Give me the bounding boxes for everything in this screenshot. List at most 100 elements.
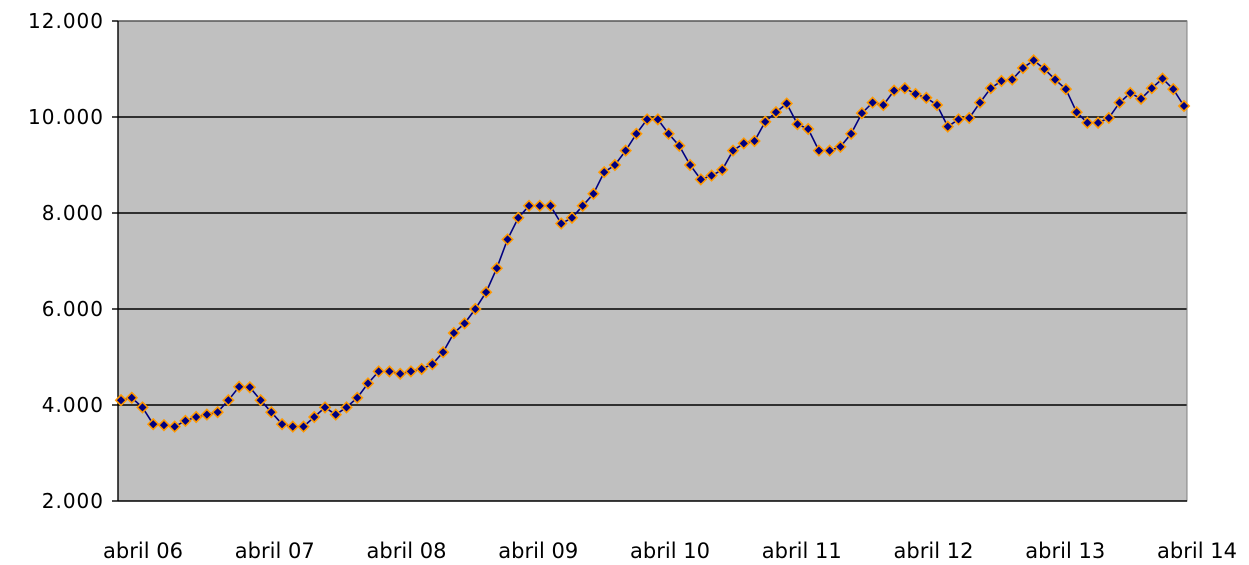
data-point (340, 401, 353, 414)
data-point (748, 134, 761, 148)
data-point (179, 414, 192, 428)
data-point (995, 74, 1008, 88)
data-point (200, 408, 214, 421)
data-point (372, 365, 386, 378)
x-tick-label: abril 12 (894, 539, 974, 563)
data-point (1156, 72, 1169, 85)
data-point (1091, 116, 1105, 130)
data-point (597, 165, 611, 179)
data-point (479, 285, 493, 299)
data-point (404, 365, 418, 378)
data-point (415, 362, 428, 376)
data-point (1102, 111, 1116, 125)
data-point (1070, 105, 1083, 119)
data-point (1177, 99, 1191, 113)
data-point (1134, 92, 1148, 106)
y-tick-label: 12.000 (28, 9, 104, 33)
data-point (812, 144, 826, 157)
data-point (941, 120, 955, 133)
data-point (1016, 61, 1030, 75)
y-tick-label: 6.000 (42, 297, 104, 321)
data-point (275, 417, 289, 431)
data-point (952, 113, 965, 126)
data-point (211, 405, 224, 419)
data-point (909, 87, 922, 101)
data-point (844, 127, 858, 141)
data-point (189, 410, 203, 424)
data-point (694, 173, 708, 186)
data-point (866, 96, 879, 109)
series-group (114, 54, 1191, 433)
data-point (640, 113, 654, 126)
data-point (393, 367, 407, 381)
data-point (737, 137, 751, 150)
data-point (673, 139, 686, 153)
data-point (383, 365, 396, 378)
x-tick-label: abril 06 (103, 539, 183, 563)
data-point (834, 140, 847, 154)
data-point (758, 115, 772, 129)
data-point (887, 84, 901, 97)
data-point (1005, 73, 1019, 86)
data-point (898, 81, 912, 95)
data-point (726, 144, 740, 157)
data-point (1038, 62, 1051, 76)
x-tick-label: abril 07 (235, 539, 315, 563)
x-tick-label: abril 08 (367, 539, 447, 563)
data-point (114, 393, 128, 407)
data-point (855, 106, 869, 120)
data-point (222, 393, 235, 407)
data-point (608, 158, 622, 172)
data-point (544, 199, 557, 213)
data-point (780, 97, 794, 110)
data-point (1027, 54, 1041, 67)
x-tick-label: abril 10 (630, 539, 710, 563)
data-point (1048, 73, 1062, 86)
data-point (715, 163, 729, 177)
data-point (243, 380, 257, 394)
data-point (1081, 116, 1094, 130)
data-point (264, 405, 278, 419)
data-point (683, 158, 697, 172)
data-point (501, 233, 514, 246)
data-point (469, 302, 482, 316)
data-point (232, 380, 246, 394)
data-point (769, 105, 783, 119)
data-point (705, 169, 718, 182)
data-point (930, 98, 944, 112)
data-point (984, 81, 998, 95)
data-point (651, 113, 665, 126)
data-point (576, 199, 590, 213)
data-point (877, 98, 890, 112)
data-point (533, 199, 547, 213)
data-point (361, 377, 375, 390)
data-point (1059, 82, 1073, 96)
data-point (436, 345, 450, 359)
axes (112, 20, 1188, 502)
y-tick-label: 4.000 (42, 393, 104, 417)
data-point (254, 393, 267, 407)
y-axis-tick-labels: 2.000 4.000 6.000 8.000 10.000 12.000 (28, 9, 104, 513)
data-point (125, 391, 139, 405)
data-point (168, 420, 182, 433)
x-tick-label: abril 09 (498, 539, 578, 563)
data-point (565, 211, 579, 225)
data-point (447, 326, 461, 340)
data-point (511, 211, 525, 225)
y-tick-label: 8.000 (42, 201, 104, 225)
data-point (1166, 82, 1180, 96)
y-tick-label: 2.000 (42, 489, 104, 513)
data-point (146, 417, 160, 431)
data-point (458, 317, 471, 330)
data-point (962, 111, 976, 125)
plot-background (118, 21, 1187, 501)
data-point (919, 91, 933, 105)
data-point (630, 127, 643, 141)
data-point (973, 96, 987, 109)
data-point (329, 408, 343, 421)
data-point (823, 144, 836, 157)
data-point (426, 357, 439, 371)
data-point (286, 420, 300, 433)
plot-area (118, 21, 1187, 501)
